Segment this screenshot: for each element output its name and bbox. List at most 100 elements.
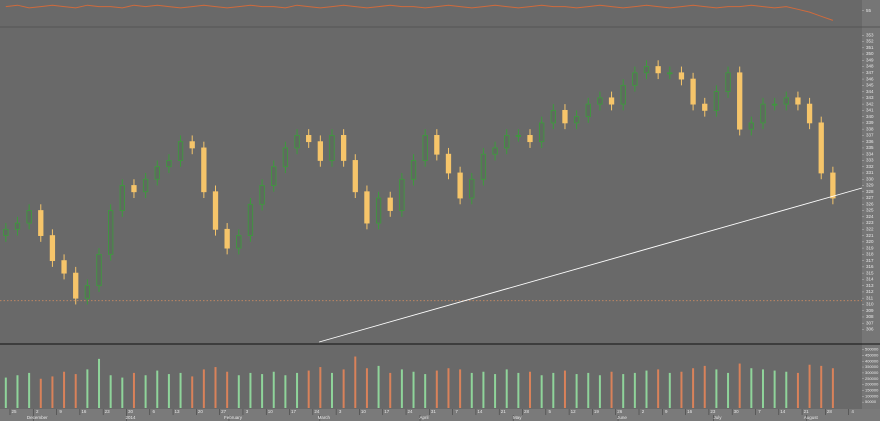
volume-bar (4, 377, 7, 408)
x-tick-label: 12 (571, 409, 577, 414)
volume-bar (307, 370, 310, 408)
x-tick-label: 24 (408, 409, 414, 414)
candle-body (201, 147, 207, 193)
volume-bar (831, 368, 834, 408)
y-tick-label: 307 (866, 320, 874, 325)
candle-body (84, 285, 91, 299)
volume-bar (750, 368, 753, 408)
candle-body (620, 84, 626, 105)
y-tick-label: 333 (866, 158, 874, 163)
x-tick-label: 28 (827, 409, 833, 414)
volume-bar (552, 372, 555, 408)
candle-body (14, 222, 21, 230)
candle-body (3, 228, 9, 236)
candle-body (818, 122, 824, 174)
month-label: August (804, 415, 819, 420)
candle-body (434, 135, 440, 155)
volume-bar (645, 370, 648, 408)
candle-body (504, 135, 510, 149)
candle-body (340, 135, 347, 161)
candle-body (632, 72, 638, 86)
y-tick-label: 328 (866, 189, 874, 194)
y-tick-label: 335 (866, 145, 874, 150)
x-tick-label: 3 (339, 409, 342, 414)
volume-bar (167, 374, 170, 408)
candle-body (282, 147, 289, 168)
volume-bar (727, 372, 730, 408)
volume-bar (680, 371, 683, 408)
candle-body (259, 185, 265, 205)
y-tick-label: 310 (866, 302, 874, 307)
y-tick-label: 349 (866, 57, 874, 62)
month-label: April (420, 415, 429, 420)
x-tick-label: 23 (105, 409, 111, 414)
candle-body (154, 166, 160, 180)
volume-bar (412, 371, 415, 408)
y-tick-label: 308 (866, 314, 874, 319)
month-label: 2014 (125, 415, 136, 420)
candle-body (806, 103, 813, 124)
indicator-line (5, 4, 834, 21)
volume-bar (610, 371, 613, 408)
volume-bar (74, 374, 77, 408)
y-tick-label: 55 (866, 8, 872, 13)
y-tick-label: 348 (866, 64, 874, 69)
y-tick-label: 329 (866, 183, 874, 188)
candle-body (399, 178, 405, 211)
volume-bar (284, 375, 287, 408)
x-tick-label: 14 (780, 409, 786, 414)
candle-body (306, 135, 312, 143)
volume-bar (587, 372, 590, 408)
y-tick-label: 346 (866, 76, 874, 81)
y-tick-label: 353 (866, 32, 874, 37)
x-tick-label: 17 (291, 409, 297, 414)
volume-bar (424, 374, 427, 408)
volume-bar (785, 371, 788, 408)
y-tick-label: 339 (866, 120, 874, 125)
volume-bar (447, 368, 450, 408)
candle-body (492, 147, 498, 155)
volume-bar (109, 375, 112, 408)
volume-bar (494, 374, 497, 408)
candle-body (445, 153, 452, 174)
volume-bar (156, 370, 159, 408)
y-tick-label: 332 (866, 164, 874, 169)
volume-bar (622, 374, 625, 408)
candle-body (748, 122, 754, 130)
y-tick-label: 318 (866, 252, 874, 257)
candle-body (830, 172, 836, 199)
y-tick-label: 250000 (865, 376, 879, 381)
x-tick-label: 14 (477, 409, 483, 414)
y-tick-label: 340 (866, 114, 874, 119)
candle-body (271, 166, 277, 186)
y-tick-label: 350 (866, 51, 874, 56)
candle-body (480, 153, 487, 180)
y-tick-label: 341 (866, 108, 874, 113)
candle-body (527, 135, 533, 143)
y-tick-label: 347 (866, 70, 874, 75)
y-tick-label: 200000 (865, 382, 879, 387)
volume-bar (51, 376, 54, 408)
y-tick-label: 321 (866, 233, 874, 238)
x-tick-label: 30 (734, 409, 740, 414)
x-tick-label: 10 (268, 409, 274, 414)
x-tick-label: 19 (594, 409, 600, 414)
y-tick-label: 334 (866, 151, 874, 156)
volume-bar (296, 372, 299, 408)
candle-body (224, 228, 230, 249)
candle-body (562, 109, 568, 124)
x-tick-label: 3 (246, 409, 249, 414)
volume-bar (435, 370, 438, 408)
x-tick-label: 25 (11, 409, 17, 414)
candle-body (667, 72, 673, 75)
month-label: June (617, 415, 627, 420)
y-tick-label: 317 (866, 258, 874, 263)
x-tick-label: 10 (361, 409, 367, 414)
volume-bar (261, 374, 264, 408)
candle-body (96, 253, 102, 287)
x-tick-label: 5 (549, 409, 552, 414)
x-tick-label: 16 (687, 409, 693, 414)
volume-bar (715, 369, 718, 408)
